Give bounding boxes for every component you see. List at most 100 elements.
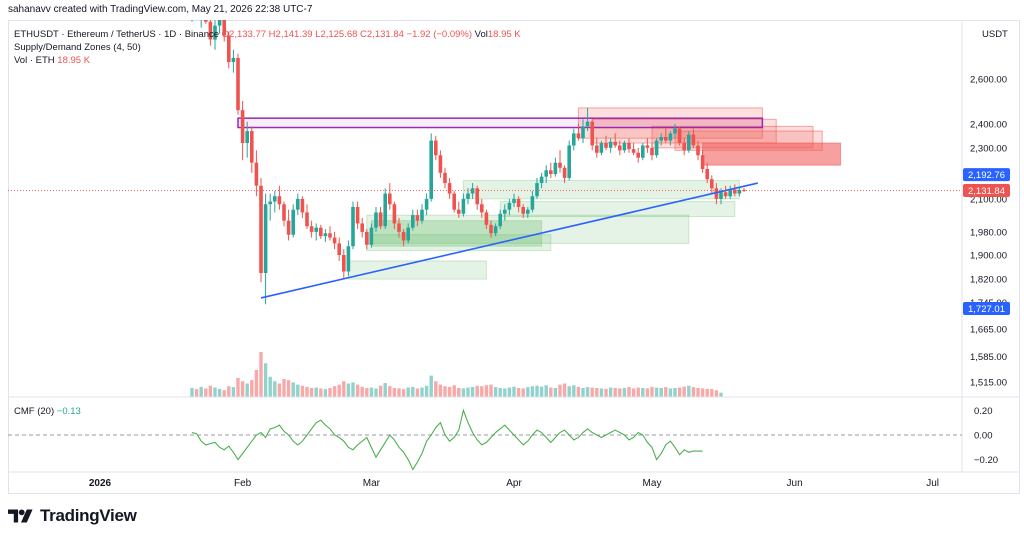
volume-bar <box>673 388 677 397</box>
candle-body <box>742 189 746 191</box>
candle-body <box>250 131 254 163</box>
candle-body <box>424 198 429 210</box>
candle-body <box>544 170 548 177</box>
candle-body <box>691 134 696 146</box>
candle-body <box>512 198 516 203</box>
candle-body <box>484 212 489 225</box>
price-label-badge <box>963 183 1010 197</box>
candle-body <box>286 220 291 235</box>
volume-bar <box>273 381 277 397</box>
legend-symbol-row: ETHUSDT · Ethereum / TetherUS · 1D · Bin… <box>14 28 521 41</box>
candle-body <box>461 198 466 214</box>
candle-body <box>498 213 502 227</box>
chart-credit: sahanavv created with TradingView.com, M… <box>8 4 313 15</box>
volume-bar <box>613 388 617 397</box>
candle-body <box>700 155 705 169</box>
candle-body <box>585 121 590 127</box>
volume-bar <box>484 385 489 397</box>
volume-bar <box>668 388 673 397</box>
volume-bar <box>664 387 668 397</box>
volume-bar <box>470 386 475 397</box>
volume-bar <box>378 385 383 397</box>
candle-body <box>507 202 512 210</box>
cmf-tick-label: 0.20 <box>974 406 993 417</box>
price-tick-label: 1,980.00 <box>970 227 1007 238</box>
cmf-legend[interactable]: CMF (20) −0.13 <box>14 406 81 417</box>
volume-bar <box>323 389 328 397</box>
candle-body <box>613 141 617 146</box>
candle-body <box>645 145 650 148</box>
candle-body <box>650 147 654 156</box>
candle-body <box>401 231 406 241</box>
volume-bar <box>291 382 295 397</box>
volume-bar <box>337 384 341 397</box>
volume-bar <box>710 389 714 397</box>
price-tick-label: 1,820.00 <box>970 275 1007 286</box>
candle-body <box>572 133 576 146</box>
volume-bar <box>581 388 585 397</box>
candle-body <box>641 145 645 158</box>
legend-vol-row[interactable]: Vol · ETH 18.95 K <box>14 54 521 67</box>
candle-body <box>539 176 544 184</box>
volume-bar <box>461 388 466 397</box>
candle-body <box>351 206 355 247</box>
volume-bar <box>719 392 723 397</box>
candle-body <box>728 189 732 197</box>
volume-bar <box>503 388 507 397</box>
volume-bar <box>383 383 387 397</box>
volume-bar <box>677 387 682 397</box>
volume-bar <box>447 386 452 397</box>
volume-bar <box>475 385 479 397</box>
candle-body <box>388 193 392 205</box>
candle-body <box>567 145 571 178</box>
volume-bars <box>190 352 723 397</box>
candle-body <box>668 133 673 141</box>
candle-body <box>687 134 691 151</box>
legend-symbol[interactable]: ETHUSDT · Ethereum / TetherUS · 1D · Bin… <box>14 29 220 40</box>
volume-bar <box>240 381 245 397</box>
candle-body <box>631 149 636 153</box>
candle-body <box>636 152 640 158</box>
volume-bar <box>604 388 608 397</box>
volume-bar <box>521 388 525 397</box>
time-tick-label: Mar <box>363 478 381 489</box>
volume-bar <box>424 385 429 397</box>
volume-bar <box>263 363 268 397</box>
candle-body <box>213 25 217 40</box>
candle-body <box>227 35 231 63</box>
candle-body <box>627 143 631 150</box>
legend-indicator[interactable]: Supply/Demand Zones (4, 50) <box>14 42 141 53</box>
candle-body <box>397 223 401 232</box>
candle-body <box>245 131 249 144</box>
candle-body <box>664 137 668 141</box>
volume-bar <box>549 387 553 397</box>
volume-bar <box>608 387 613 397</box>
candle-body <box>604 143 608 148</box>
candle-body <box>383 193 387 227</box>
volume-bar <box>222 390 226 397</box>
candle-body <box>337 243 341 256</box>
legend-vol-eth-label: Vol · ETH <box>14 55 55 66</box>
chart-legend: ETHUSDT · Ethereum / TetherUS · 1D · Bin… <box>14 28 521 67</box>
volume-bar <box>553 388 558 397</box>
volume-bar <box>567 386 571 397</box>
volume-bar <box>365 388 369 397</box>
candle-body <box>434 140 438 156</box>
volume-bar <box>194 389 199 397</box>
volume-bar <box>388 386 392 397</box>
trendline-layer <box>260 182 758 299</box>
volume-bar <box>585 387 590 397</box>
price-tick-label: 1,900.00 <box>970 251 1007 262</box>
axes: USDT 2,600.00 2,400.00 2,300.00 2,100.00 1,98… <box>8 20 1020 489</box>
candle-body <box>553 162 558 175</box>
candle-body <box>737 189 742 194</box>
candle-body <box>208 21 213 40</box>
volume-bar <box>355 384 360 397</box>
candle-body <box>599 143 604 153</box>
candle-body <box>429 140 433 199</box>
volume-bar <box>682 386 686 397</box>
candle-body <box>526 209 530 214</box>
volume-bar <box>296 384 300 397</box>
candle-body <box>263 204 268 274</box>
